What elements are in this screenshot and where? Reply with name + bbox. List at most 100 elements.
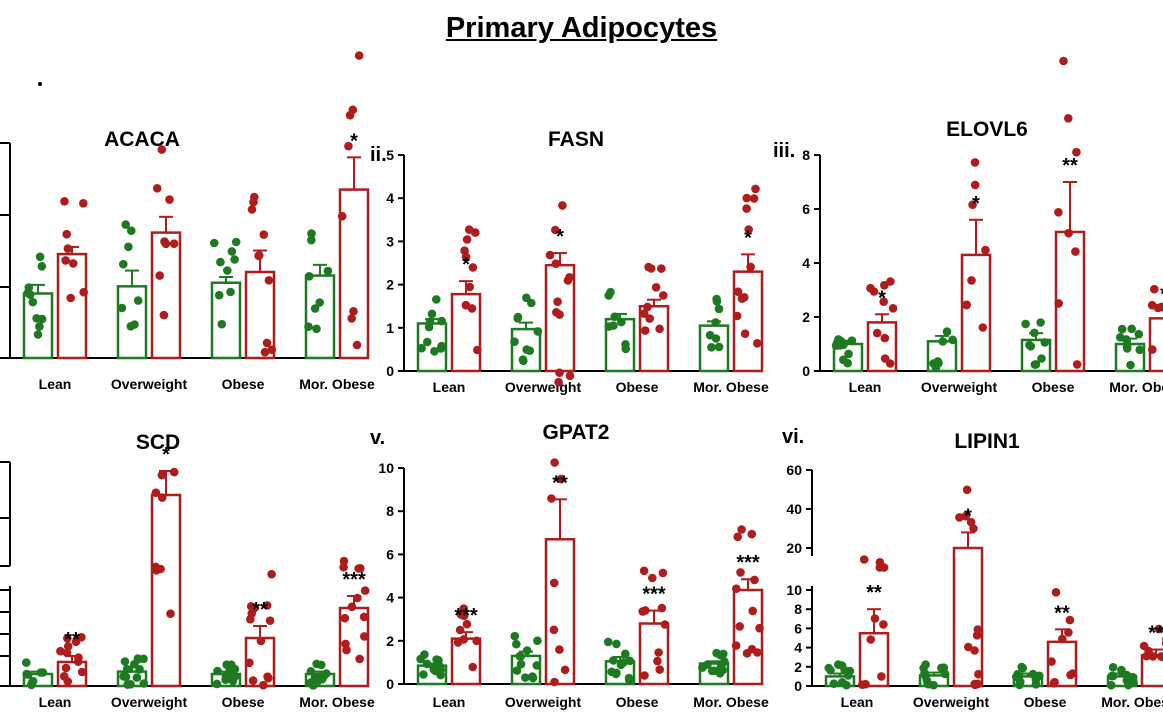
data-point	[119, 259, 128, 269]
data-point	[63, 244, 73, 253]
data-point	[733, 287, 743, 297]
data-point	[981, 245, 990, 255]
data-point	[155, 271, 164, 280]
data-point	[607, 667, 616, 677]
data-point	[77, 633, 86, 642]
data-point	[245, 658, 254, 668]
x-tick-label: Mor. Obese	[299, 376, 375, 392]
data-point	[558, 201, 567, 210]
data-point	[879, 297, 888, 307]
data-point	[1108, 671, 1118, 681]
data-point	[27, 678, 37, 687]
data-point	[169, 467, 179, 477]
y-tick-label: 8	[386, 503, 394, 519]
data-point	[1058, 634, 1067, 644]
data-point	[342, 645, 351, 655]
data-point	[920, 668, 929, 678]
data-point	[521, 673, 530, 682]
data-point	[556, 474, 566, 484]
data-point	[948, 335, 957, 345]
significance-marker: ***	[736, 552, 760, 574]
data-point	[657, 603, 667, 613]
data-point	[310, 304, 320, 313]
data-point	[1148, 345, 1157, 354]
panel-title: SCD	[136, 431, 180, 454]
data-point	[117, 303, 127, 313]
data-point	[262, 601, 272, 610]
bar-red-1	[952, 546, 984, 688]
data-point	[746, 262, 755, 272]
significance-marker: *	[1160, 283, 1163, 305]
data-point	[639, 309, 649, 318]
data-point	[1021, 319, 1030, 329]
x-tick-label: Obese	[222, 376, 265, 392]
data-point	[609, 656, 618, 665]
data-point	[840, 666, 849, 675]
data-point	[866, 635, 875, 644]
data-point	[553, 297, 562, 307]
y-tick-label: 10	[786, 582, 802, 598]
figure-title: Primary Adipocytes	[445, 12, 718, 44]
data-point	[967, 276, 976, 285]
data-point	[714, 304, 724, 314]
significance-marker: *	[162, 444, 170, 466]
data-point	[655, 665, 664, 674]
data-point	[751, 184, 760, 194]
data-point	[353, 593, 362, 603]
data-point	[352, 340, 362, 350]
y-tick-label: 4	[794, 640, 802, 656]
x-tick-label: Mor. Obese	[1109, 379, 1163, 395]
data-point	[1031, 680, 1041, 689]
data-point	[312, 324, 321, 334]
data-point	[711, 318, 720, 327]
data-point	[732, 311, 742, 321]
data-point	[337, 211, 347, 221]
data-point	[1054, 299, 1063, 308]
data-point	[429, 663, 438, 672]
data-point	[644, 262, 653, 272]
x-tick-label: Lean	[39, 376, 72, 392]
data-point	[157, 493, 167, 502]
data-point	[120, 657, 130, 666]
data-point	[121, 672, 131, 682]
data-point	[247, 205, 257, 214]
data-point	[565, 273, 574, 282]
significance-marker: ***	[342, 569, 366, 591]
data-point	[127, 226, 136, 235]
data-point	[165, 195, 174, 204]
data-point	[961, 511, 970, 521]
bar-red-3	[732, 270, 764, 373]
data-point	[307, 229, 316, 238]
data-point	[130, 660, 139, 669]
data-point	[1124, 680, 1133, 690]
data-point	[1064, 114, 1073, 123]
data-point	[655, 324, 664, 334]
data-point	[550, 458, 559, 467]
data-point	[621, 649, 630, 659]
data-point	[532, 661, 542, 670]
x-tick-label: Obese	[222, 694, 265, 710]
data-point	[610, 312, 619, 322]
data-point	[260, 347, 270, 357]
data-point	[879, 620, 888, 629]
data-point	[249, 197, 258, 207]
panel-label: vi.	[782, 426, 804, 448]
data-point	[619, 658, 628, 667]
x-tick-label: Obese	[616, 379, 659, 395]
data-point	[259, 230, 269, 239]
data-point	[733, 532, 742, 542]
data-point	[973, 625, 983, 634]
data-point	[79, 199, 88, 208]
data-point	[624, 673, 634, 683]
data-point	[735, 622, 744, 631]
panel-title: FASN	[548, 128, 604, 151]
data-point	[339, 562, 348, 572]
data-point	[970, 158, 980, 167]
data-point	[417, 343, 426, 353]
data-point	[1064, 228, 1073, 238]
data-point	[340, 613, 350, 623]
data-point	[742, 193, 752, 203]
data-point	[962, 485, 972, 495]
data-point	[157, 470, 167, 480]
data-point	[877, 672, 886, 681]
